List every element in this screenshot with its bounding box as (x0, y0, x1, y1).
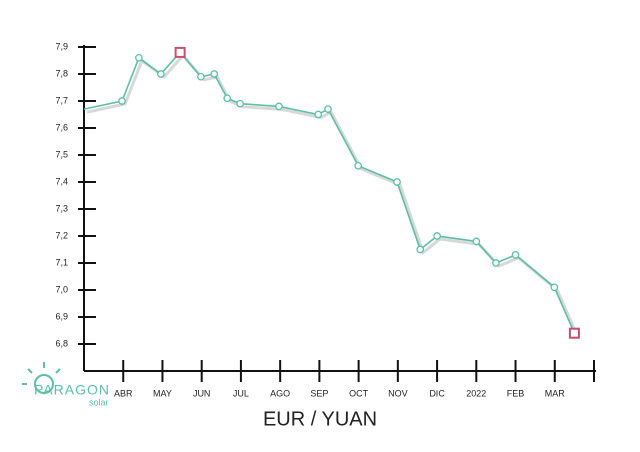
point (511, 251, 520, 259)
y-tick-label: 7,5 (55, 149, 68, 159)
y-tick-label: 6,9 (55, 311, 68, 321)
x-tick-label: 2022 (466, 388, 486, 398)
y-tick-label: 7,0 (55, 284, 68, 294)
point (416, 245, 425, 254)
y-tick-label: 7,2 (55, 230, 68, 240)
logo-rays (22, 362, 61, 385)
point (118, 97, 126, 105)
x-tick-label: DIC (429, 388, 445, 398)
point (223, 94, 232, 103)
point (324, 105, 332, 113)
x-tick-label: MAR (545, 388, 566, 398)
point (135, 53, 143, 62)
point (157, 70, 165, 78)
x-tick-label: MAY (153, 388, 172, 398)
logo: PARAGON solar (22, 362, 110, 407)
x-tick-label: FEB (507, 388, 525, 398)
point (354, 161, 363, 170)
chart-title: EUR / YUAN (263, 408, 377, 430)
x-tick-label: OCT (349, 388, 369, 398)
x-tick-label: AGO (270, 388, 290, 398)
highlight-point (174, 46, 186, 58)
point (472, 237, 481, 246)
x-tick-label: SEP (310, 388, 328, 398)
y-tick-label: 6,8 (55, 338, 68, 348)
y-tick-label: 7,4 (55, 176, 68, 186)
point (433, 232, 441, 240)
line-shadow (86, 53, 579, 337)
x-tick-label: JUN (193, 388, 211, 398)
logo-tagline: solar (89, 397, 109, 407)
x-tick-label: NOV (388, 388, 408, 398)
line (83, 51, 576, 334)
logo-name: PARAGON (34, 382, 110, 398)
y-tick-label: 7,8 (55, 68, 68, 78)
x-tick-label: JUL (233, 388, 249, 398)
y-tick-label: 7,7 (55, 95, 68, 105)
y-tick-label: 7,3 (55, 203, 68, 213)
point (492, 259, 500, 267)
highlight-point (568, 327, 580, 339)
point (550, 283, 559, 292)
logo-sun (34, 374, 54, 394)
point (236, 99, 244, 108)
y-tick-label: 7,6 (55, 122, 68, 132)
y-tick-label: 7,1 (55, 257, 68, 267)
point (210, 70, 219, 78)
point (197, 72, 205, 81)
y-tick-label: 7,9 (55, 41, 68, 51)
point (393, 178, 401, 186)
point (314, 110, 323, 119)
point (275, 102, 283, 111)
x-tick-label: ABR (114, 388, 133, 398)
